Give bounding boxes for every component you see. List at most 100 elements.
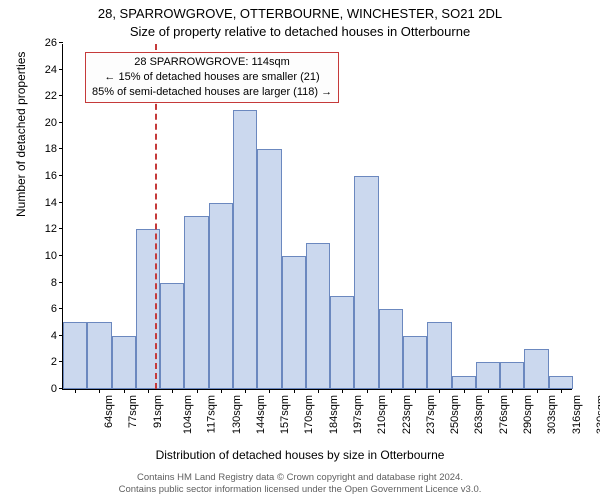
histogram-bar — [354, 176, 378, 389]
x-tick-label: 237sqm — [425, 395, 437, 434]
y-tick-mark — [59, 175, 63, 176]
x-tick-mark — [197, 389, 198, 393]
y-tick-label: 24 — [45, 64, 57, 76]
x-tick-mark — [367, 389, 368, 393]
x-tick-mark — [75, 389, 76, 393]
y-tick-label: 6 — [51, 303, 57, 315]
x-tick-label: 130sqm — [231, 395, 243, 434]
y-tick-label: 2 — [51, 356, 57, 368]
x-tick-label: 276sqm — [498, 395, 510, 434]
x-tick-label: 316sqm — [571, 395, 583, 434]
y-tick-label: 10 — [45, 250, 57, 262]
y-tick-label: 4 — [51, 330, 57, 342]
x-tick-label: 77sqm — [127, 395, 139, 428]
x-tick-mark — [537, 389, 538, 393]
x-tick-label: 157sqm — [279, 395, 291, 434]
histogram-bar — [184, 216, 208, 389]
histogram-bar — [63, 322, 87, 389]
x-tick-label: 210sqm — [376, 395, 388, 434]
y-tick-mark — [59, 202, 63, 203]
footer-line1: Contains HM Land Registry data © Crown c… — [0, 472, 600, 484]
x-tick-label: 104sqm — [182, 395, 194, 434]
y-tick-label: 12 — [45, 223, 57, 235]
x-tick-mark — [561, 389, 562, 393]
footer-attribution: Contains HM Land Registry data © Crown c… — [0, 472, 600, 496]
x-tick-label: 250sqm — [449, 395, 461, 434]
histogram-bar — [257, 149, 281, 389]
y-tick-mark — [59, 69, 63, 70]
y-tick-mark — [59, 42, 63, 43]
chart-subtitle: Size of property relative to detached ho… — [0, 24, 600, 39]
y-tick-label: 22 — [45, 90, 57, 102]
histogram-bar — [524, 349, 548, 389]
histogram-bar — [452, 376, 476, 389]
x-tick-label: 303sqm — [546, 395, 558, 434]
annotation-line3: 85% of semi-detached houses are larger (… — [92, 85, 332, 100]
x-tick-mark — [488, 389, 489, 393]
histogram-bar — [306, 243, 330, 389]
histogram-bar — [233, 110, 257, 389]
x-tick-mark — [294, 389, 295, 393]
y-tick-mark — [59, 255, 63, 256]
histogram-bar — [476, 362, 500, 389]
x-tick-label: 91sqm — [152, 395, 164, 428]
y-tick-mark — [59, 335, 63, 336]
y-tick-mark — [59, 282, 63, 283]
histogram-bar — [379, 309, 403, 389]
x-tick-label: 197sqm — [352, 395, 364, 434]
x-tick-mark — [172, 389, 173, 393]
x-tick-label: 117sqm — [206, 395, 218, 433]
y-tick-label: 8 — [51, 277, 57, 289]
y-tick-mark — [59, 388, 63, 389]
histogram-bar — [330, 296, 354, 389]
y-tick-label: 20 — [45, 117, 57, 129]
x-tick-mark — [391, 389, 392, 393]
x-axis-label: Distribution of detached houses by size … — [0, 448, 600, 462]
x-tick-mark — [148, 389, 149, 393]
histogram-bar — [209, 203, 233, 389]
x-tick-mark — [124, 389, 125, 393]
x-tick-mark — [245, 389, 246, 393]
x-tick-mark — [415, 389, 416, 393]
x-tick-label: 64sqm — [103, 395, 115, 428]
histogram-bar — [403, 336, 427, 389]
histogram-bar — [427, 322, 451, 389]
y-tick-label: 18 — [45, 143, 57, 155]
histogram-bar — [500, 362, 524, 389]
y-tick-mark — [59, 122, 63, 123]
annotation-box: 28 SPARROWGROVE: 114sqm ← 15% of detache… — [85, 52, 339, 103]
y-tick-mark — [59, 95, 63, 96]
x-tick-label: 170sqm — [304, 395, 316, 434]
x-tick-label: 263sqm — [474, 395, 486, 434]
y-tick-mark — [59, 228, 63, 229]
y-tick-label: 0 — [51, 383, 57, 395]
x-tick-label: 184sqm — [328, 395, 340, 434]
x-tick-label: 290sqm — [522, 395, 534, 434]
x-tick-mark — [99, 389, 100, 393]
footer-line2: Contains public sector information licen… — [0, 484, 600, 496]
x-tick-mark — [318, 389, 319, 393]
histogram-bar — [87, 322, 111, 389]
x-tick-label: 144sqm — [255, 395, 267, 434]
histogram-bar — [160, 283, 184, 389]
y-tick-label: 26 — [45, 37, 57, 49]
histogram-bar — [282, 256, 306, 389]
y-tick-mark — [59, 148, 63, 149]
x-tick-mark — [269, 389, 270, 393]
x-tick-mark — [221, 389, 222, 393]
y-tick-label: 14 — [45, 197, 57, 209]
x-tick-mark — [342, 389, 343, 393]
histogram-bar — [112, 336, 136, 389]
x-tick-label: 330sqm — [595, 395, 600, 434]
x-tick-mark — [439, 389, 440, 393]
annotation-line2: ← 15% of detached houses are smaller (21… — [92, 70, 332, 85]
y-axis-label: Number of detached properties — [14, 52, 28, 217]
y-tick-label: 16 — [45, 170, 57, 182]
chart-plot-area: 0246810121416182022242664sqm77sqm91sqm10… — [62, 44, 572, 390]
y-tick-mark — [59, 361, 63, 362]
chart-title-line1: 28, SPARROWGROVE, OTTERBOURNE, WINCHESTE… — [0, 6, 600, 21]
x-tick-mark — [512, 389, 513, 393]
x-tick-label: 223sqm — [401, 395, 413, 434]
x-tick-mark — [464, 389, 465, 393]
histogram-bar — [549, 376, 573, 389]
